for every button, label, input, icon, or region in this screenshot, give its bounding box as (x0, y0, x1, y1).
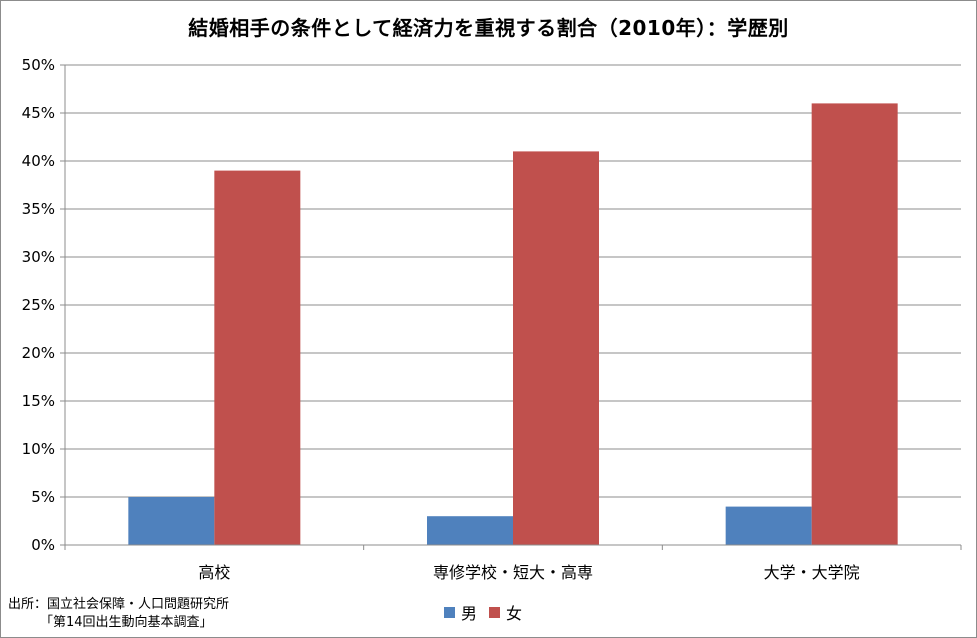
bar-female (513, 151, 599, 545)
legend-item: 男 (444, 600, 477, 624)
y-tick-labels: 0% 5% 10% 15% 20% 25% 30% 35% 40% 45% 50% (22, 56, 55, 554)
bar-male (427, 516, 513, 545)
x-tick-labels: 高校 専修学校・短大・高専 大学・大学院 (198, 563, 859, 582)
chart-title: 結婚相手の条件として経済力を重視する割合（2010年）：学歴別 (188, 16, 789, 40)
axes (64, 65, 962, 550)
y-tick-label: 30% (22, 248, 55, 266)
legend-item: 女 (489, 600, 522, 624)
y-tick-label: 40% (22, 152, 55, 170)
y-tick-label: 0% (31, 536, 55, 554)
source-note: 出所：国立社会保障・人口問題研究所 「第14回出生動向基本調査」 (8, 596, 229, 632)
y-tick-label: 5% (31, 488, 55, 506)
bars (128, 103, 898, 546)
bar-female (214, 170, 301, 545)
y-tick-label: 50% (22, 56, 55, 74)
source-line-1: 出所：国立社会保障・人口問題研究所 (8, 597, 230, 612)
legend-swatch (489, 606, 501, 618)
x-tick-label: 専修学校・短大・高専 (433, 563, 593, 582)
legend-label: 女 (506, 604, 523, 623)
source-line-2: 「第14回出生動向基本調査」 (40, 615, 213, 630)
y-tick-label: 20% (22, 344, 55, 362)
bar-male (128, 497, 215, 545)
y-tick-label: 25% (22, 296, 55, 314)
legend-swatch (444, 606, 455, 618)
x-tick-label: 大学・大学院 (764, 563, 860, 582)
y-tick-label: 45% (22, 104, 55, 122)
y-tick-label: 35% (22, 200, 55, 218)
y-tick-label: 15% (22, 392, 55, 410)
y-tick-label: 10% (22, 440, 55, 458)
legend-label: 男 (461, 604, 478, 623)
legend: 男女 (444, 600, 534, 624)
bar-female (811, 103, 898, 546)
x-tick-label: 高校 (198, 563, 230, 582)
bar-male (725, 506, 812, 545)
